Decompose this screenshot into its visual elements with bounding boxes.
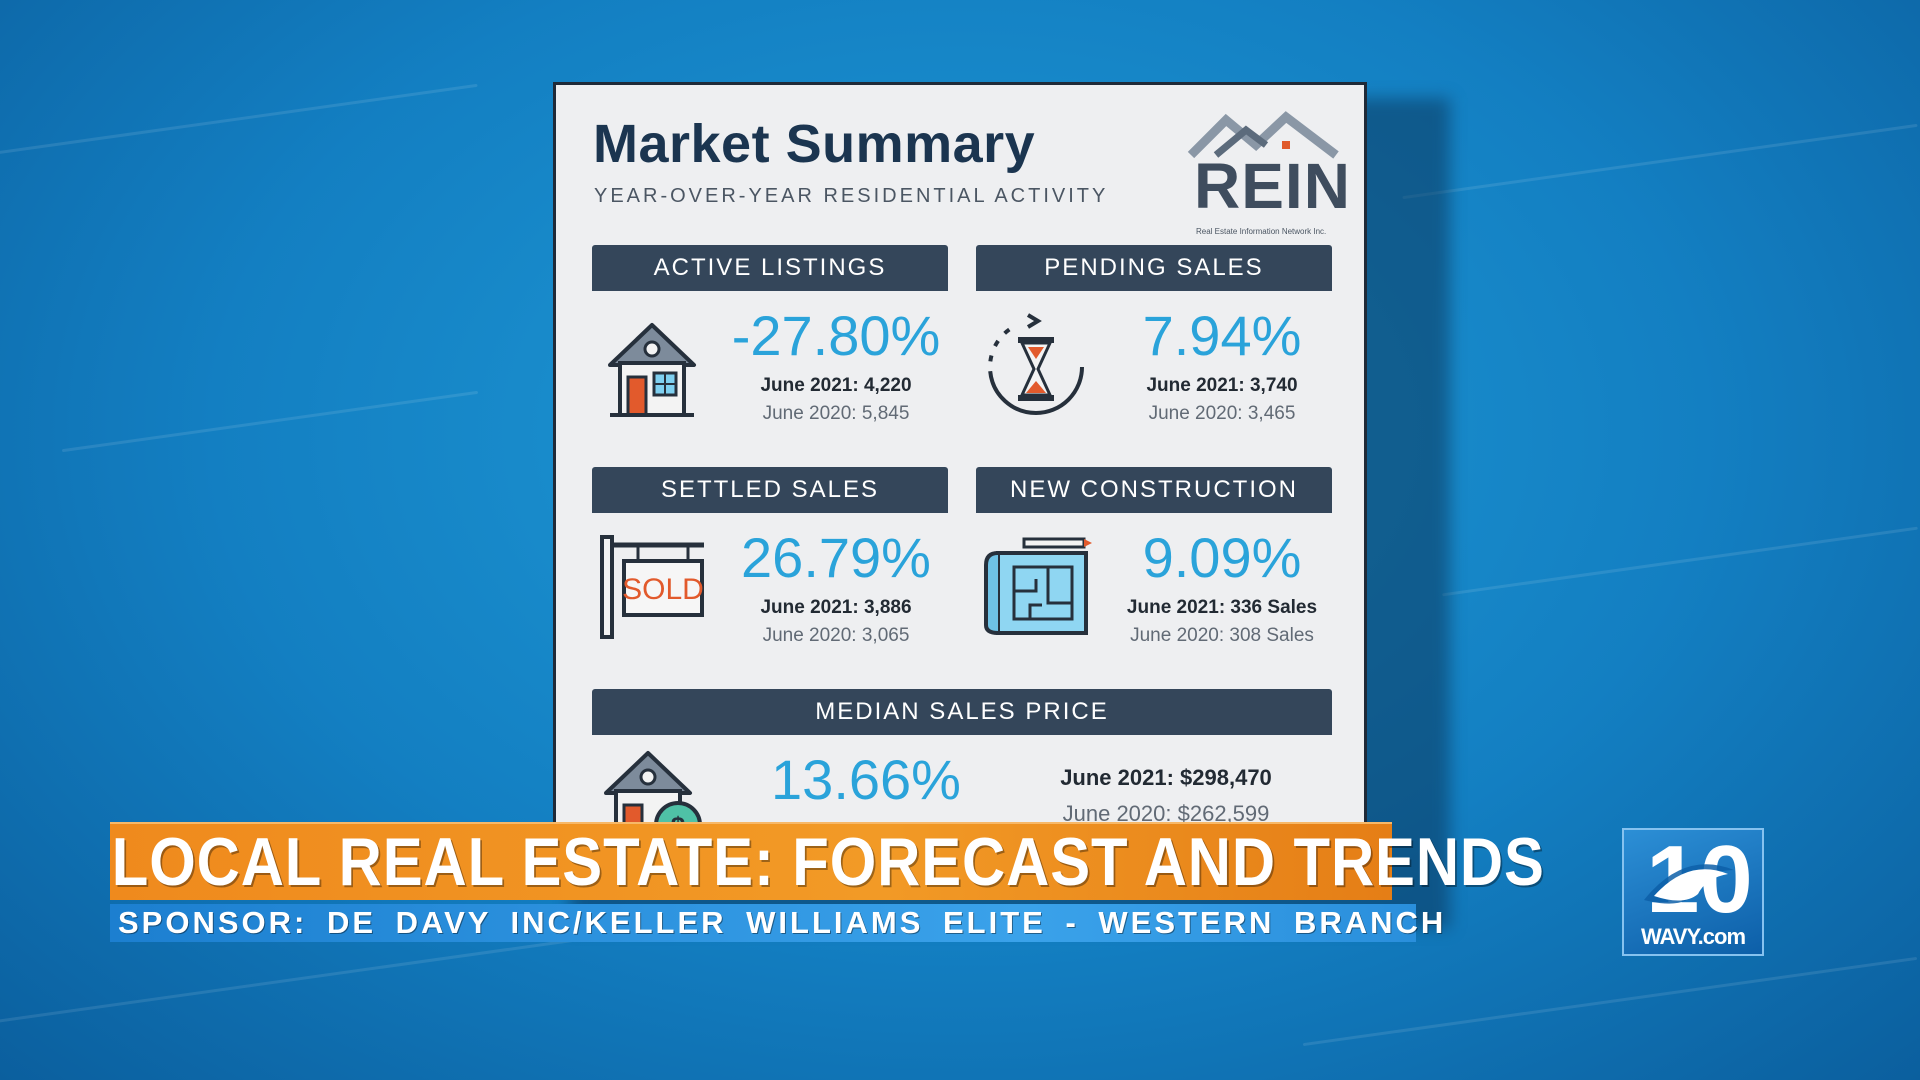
rein-roof-icon (1187, 111, 1339, 159)
sponsor-text: SPONSOR: DE DAVY INC/KELLER WILLIAMS ELI… (118, 905, 1447, 940)
current-value: June 2021: 3,886 (760, 597, 912, 618)
panel-heading: PENDING SALES (976, 245, 1332, 291)
headline-text: LOCAL REAL ESTATE: FORECAST AND TRENDS (111, 824, 1545, 900)
sponsor-bar: SPONSOR: DE DAVY INC/KELLER WILLIAMS ELI… (110, 904, 1443, 942)
rein-logo-text: REIN (1194, 150, 1351, 222)
previous-value: June 2020: 308 Sales (1130, 625, 1314, 646)
hourglass-icon (988, 313, 1084, 415)
blueprint-icon (984, 537, 1092, 635)
panel-heading: MEDIAN SALES PRICE (592, 689, 1332, 735)
wave-icon: 10 (1644, 826, 1753, 933)
card-title: Market Summary (593, 114, 1036, 174)
rein-logo: REIN Real Estate Information Network Inc… (1186, 105, 1350, 236)
previous-value: June 2020: $262,599 (1062, 801, 1270, 826)
station-logo: 10 WAVY.com (1622, 826, 1764, 956)
previous-value: June 2020: 5,845 (762, 403, 910, 424)
sold-label: SOLD (622, 573, 704, 606)
percent-change: -27.80% (731, 304, 941, 367)
sold-sign-icon: SOLD (600, 535, 704, 639)
previous-value: June 2020: 3,065 (762, 625, 910, 646)
headline-bar: LOCAL REAL ESTATE: FORECAST AND TRENDS (110, 822, 1545, 900)
panel-heading: NEW CONSTRUCTION (976, 467, 1332, 513)
percent-change: 26.79% (741, 526, 931, 589)
percent-change: 9.09% (1142, 526, 1302, 589)
current-value: June 2021: 3,740 (1146, 375, 1298, 396)
panel-heading: SETTLED SALES (592, 467, 948, 513)
previous-value: June 2020: 3,465 (1148, 403, 1296, 424)
card-subtitle: YEAR-OVER-YEAR RESIDENTIAL ACTIVITY (594, 185, 1109, 207)
panel-heading: ACTIVE LISTINGS (592, 245, 948, 291)
house-icon (608, 323, 696, 417)
rein-logo-tagline: Real Estate Information Network Inc. (1196, 227, 1327, 236)
current-value: June 2021: 4,220 (760, 375, 912, 396)
current-value: June 2021: 336 Sales (1126, 597, 1318, 618)
percent-change: 7.94% (1142, 304, 1302, 367)
station-site: WAVY.com (1640, 924, 1746, 949)
percent-change: 13.66% (771, 748, 961, 811)
market-summary-card: Market Summary YEAR-OVER-YEAR RESIDENTIA… (553, 82, 1367, 842)
current-value: June 2021: $298,470 (1060, 765, 1272, 790)
